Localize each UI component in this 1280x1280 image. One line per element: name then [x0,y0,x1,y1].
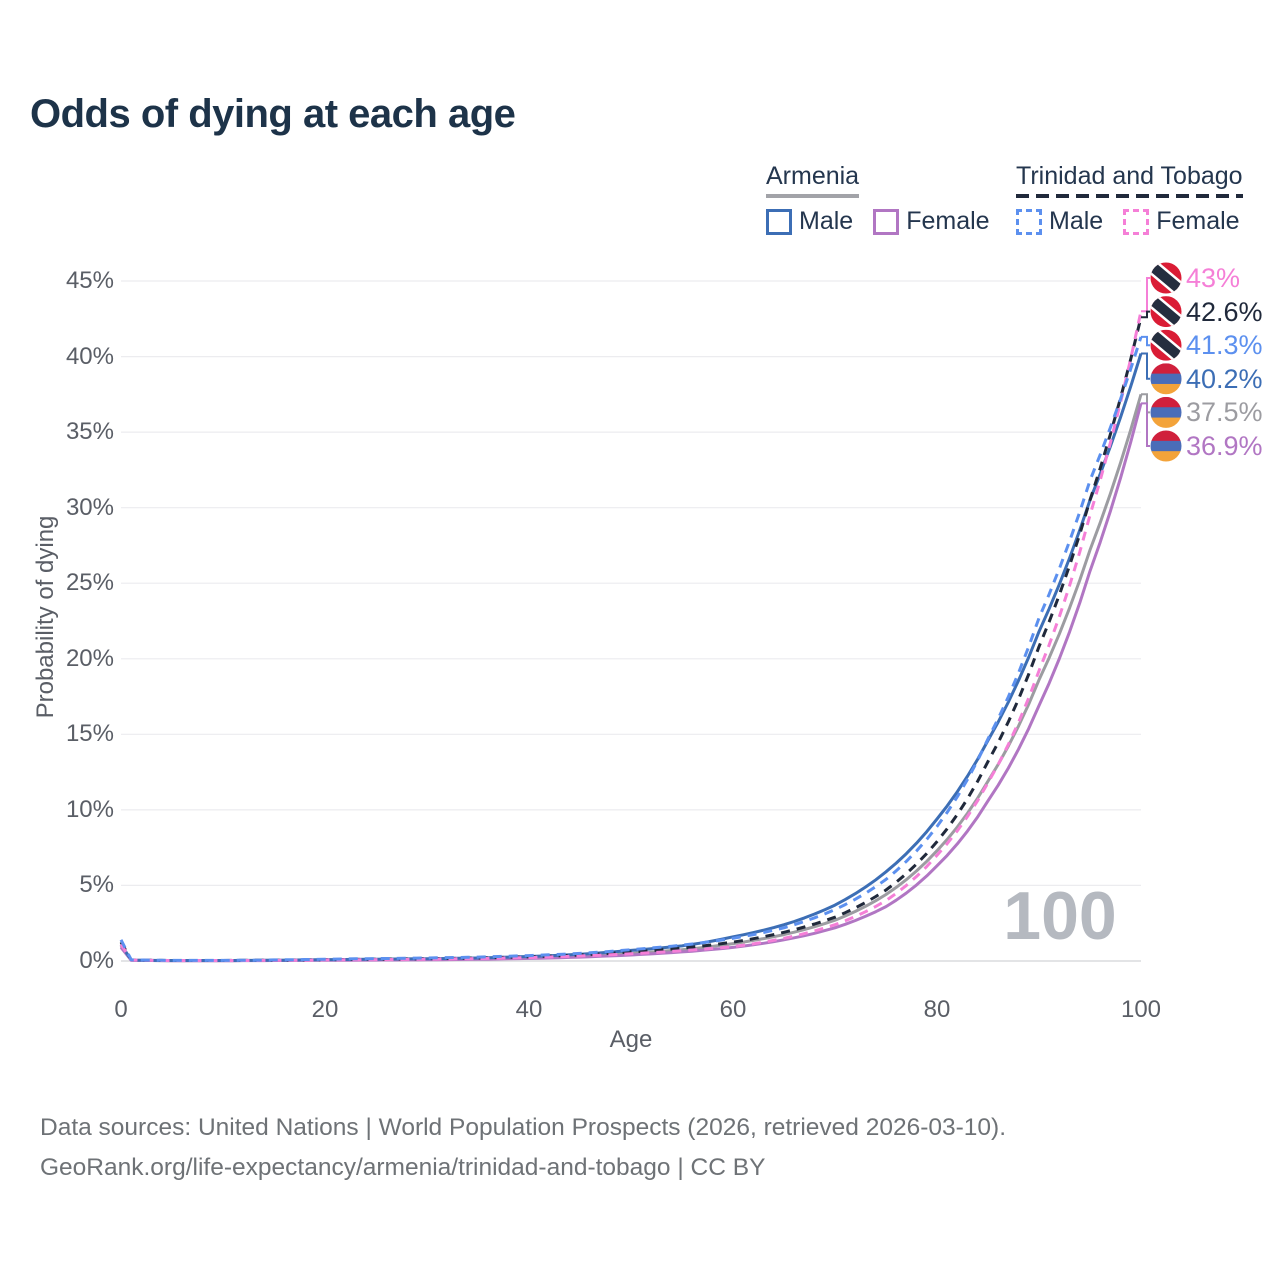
legend-label: Female [1156,207,1240,235]
x-tick-label: 40 [515,996,543,1023]
x-tick-label: 60 [719,996,747,1023]
series-line-am_all[interactable] [119,393,1143,963]
legend-item-armenia-male[interactable]: Male [766,207,853,236]
flag-trinidad-icon [1150,296,1182,328]
y-tick-label: 40% [65,342,114,370]
series-line-tt_f[interactable] [119,310,1143,962]
legend-label: Male [1049,207,1104,235]
legend-armenia-header[interactable]: Armenia [766,162,860,198]
legend-trinidad-header[interactable]: Trinidad and Tobago [1016,162,1243,198]
x-axis-title: Age [609,1026,653,1053]
footer: Data sources: United Nations | World Pop… [40,1108,1006,1188]
legend-label: Female [906,207,990,235]
legend-label: Male [799,207,854,235]
legend-item-trinidad-male[interactable]: Male [1016,207,1103,236]
end-label-armenia-both: 37.5% [1186,397,1263,428]
y-tick-label: 30% [65,493,114,521]
x-tick-label: 20 [311,996,339,1023]
legend-group-trinidad-and-tobago: Trinidad and Tobago Male Female [1016,162,1243,236]
y-tick-label: 5% [79,871,114,899]
footer-attribution: GeoRank.org/life-expectancy/armenia/trin… [40,1154,766,1181]
series-line-am_f[interactable] [119,403,1143,963]
y-tick-label: 25% [65,569,114,597]
end-label-connector [1141,402,1150,447]
end-label-trinidad-both: 42.6% [1186,296,1263,327]
y-tick-label: 0% [79,947,114,974]
series-line-am_m[interactable] [119,353,1143,962]
y-tick-label: 20% [65,644,114,672]
series-line-tt_m[interactable] [119,336,1143,962]
trinidad-male-swatch-icon [1016,208,1042,235]
trinidad-female-swatch-icon [1123,208,1150,235]
end-label-connector [1141,310,1150,319]
flag-armenia-icon [1150,363,1182,395]
flag-trinidad-icon [1150,329,1182,361]
armenia-male-swatch-icon [766,208,792,235]
y-tick-label: 35% [65,418,114,446]
age-watermark: 100 [1003,878,1117,954]
footer-data-sources: Data sources: United Nations | World Pop… [40,1114,1007,1141]
flag-armenia-icon [1150,430,1182,462]
end-label-trinidad-female: 43% [1186,263,1241,293]
end-label-connector [1141,352,1150,380]
flag-armenia-icon [1150,396,1182,428]
series-line-tt_all[interactable] [119,316,1143,962]
end-label-connector [1141,277,1150,313]
end-label-armenia-female: 36.9% [1186,431,1263,461]
end-label-connector [1141,335,1150,347]
legend-item-armenia-female[interactable]: Female [873,207,990,236]
end-label-trinidad-male: 41.3% [1186,330,1263,361]
end-label-armenia-male: 40.2% [1186,363,1263,394]
page-title: Odds of dying at each age [30,92,516,136]
y-axis-title: Probability of dying [32,515,59,719]
x-tick-label: 100 [1120,996,1162,1023]
legend-group-armenia: Armenia Male Female [766,162,990,236]
flag-trinidad-icon [1150,262,1182,294]
y-tick-label: 10% [65,795,114,823]
x-tick-label: 80 [923,996,951,1023]
x-tick-label: 0 [114,996,128,1023]
legend-item-trinidad-female[interactable]: Female [1123,207,1240,236]
armenia-female-swatch-icon [873,208,900,235]
y-tick-label: 15% [65,720,114,748]
y-tick-label: 45% [65,267,114,294]
